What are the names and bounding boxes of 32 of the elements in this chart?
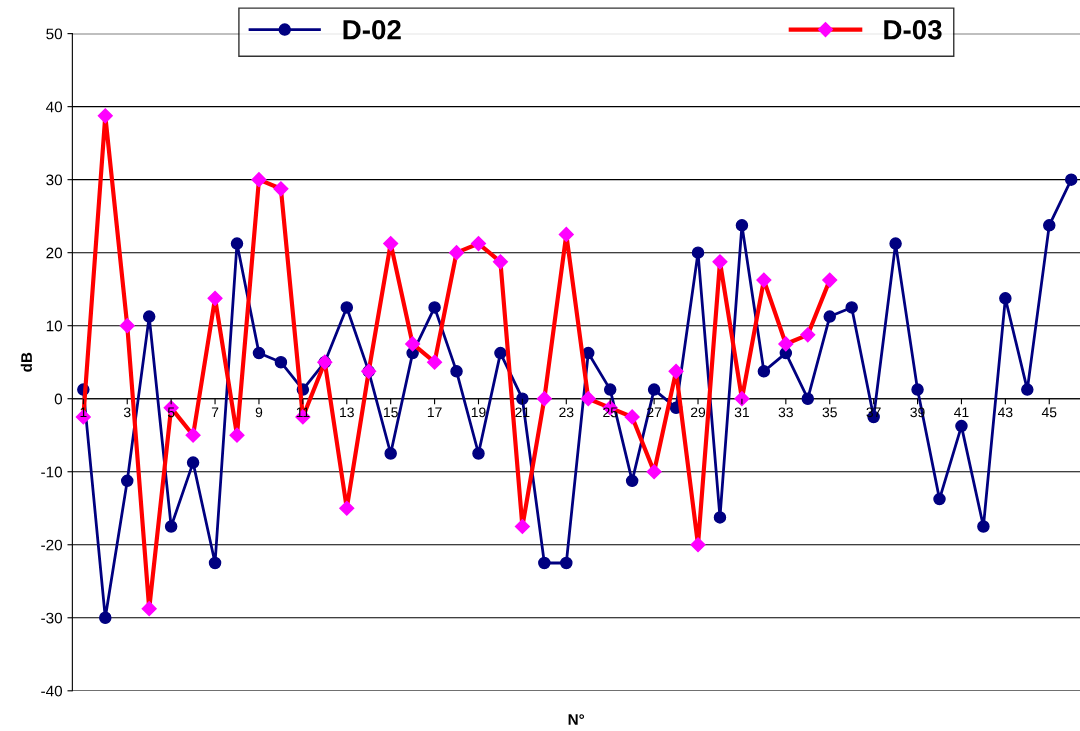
y-tick-label: -40: [41, 685, 63, 697]
legend-label: D-03: [884, 19, 942, 40]
y-tick-label: -20: [41, 539, 63, 551]
x-tick-label: 45: [1041, 407, 1057, 418]
y-tick-label: 20: [46, 247, 63, 259]
x-tick-label: 23: [559, 407, 574, 418]
y-tick-label: -30: [41, 612, 63, 624]
x-tick-label: 33: [778, 407, 793, 418]
y-axis-title: dB: [20, 352, 32, 372]
x-tick-label: 35: [822, 407, 837, 418]
x-tick-label: 7: [211, 407, 219, 418]
y-tick-label: 50: [46, 28, 63, 40]
x-tick-label: 1: [80, 407, 87, 418]
x-tick-label: 31: [734, 407, 749, 418]
x-axis-title: N°: [568, 714, 585, 725]
y-tick-label: 30: [46, 174, 63, 186]
y-tick-label: 0: [54, 393, 63, 405]
x-tick-label: 3: [123, 407, 131, 418]
legend-label: D-02: [343, 19, 401, 40]
x-tick-label: 29: [690, 407, 706, 418]
x-tick-label: 17: [427, 407, 442, 418]
x-tick-label: 9: [255, 407, 263, 418]
x-tick-label: 11: [296, 407, 310, 418]
x-tick-label: 43: [997, 407, 1013, 418]
x-tick-label: 25: [603, 407, 618, 418]
y-tick-label: 40: [46, 101, 63, 113]
x-tick-label: 13: [340, 407, 354, 418]
y-tick-label: 10: [46, 320, 63, 332]
x-tick-label: 15: [384, 407, 398, 418]
y-tick-label: -10: [41, 466, 63, 478]
x-tick-label: 41: [954, 407, 969, 418]
x-tick-label: 19: [471, 407, 486, 418]
